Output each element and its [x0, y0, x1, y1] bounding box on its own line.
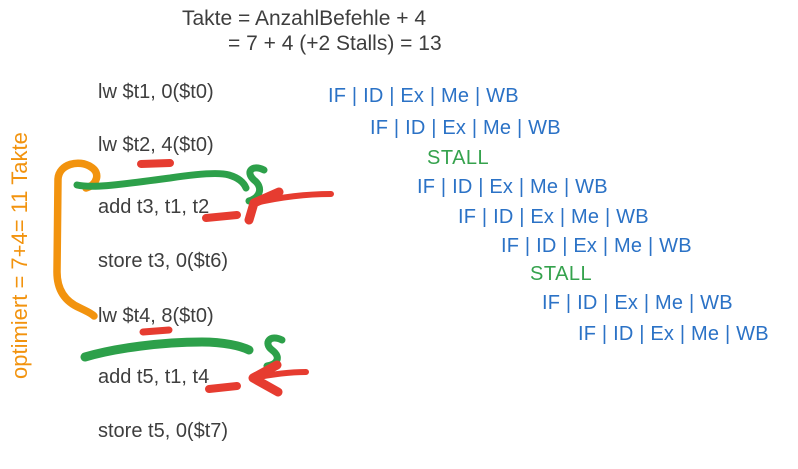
- red-underline-add-t4: [205, 382, 241, 393]
- pipeline-row-7: IF | ID | Ex | Me | WB: [578, 323, 769, 345]
- red-arrow-add-t3-tail: [252, 191, 334, 206]
- green-squiggle-add-t5: [263, 334, 286, 370]
- code-line-add-t5: add t5, t1, t4: [98, 366, 210, 388]
- takte-formula-line-2: = 7 + 4 (+2 Stalls) = 13: [228, 32, 442, 55]
- pipeline-stall-1: STALL: [427, 147, 490, 169]
- code-line-lw-t2: lw $t2, 4($t0): [98, 134, 214, 156]
- red-arrow-add-t5-head: [248, 360, 283, 397]
- green-dependency-line-add-t5: [80, 337, 254, 362]
- optimiert-takte-note: optimiert = 7+4= 11 Takte: [7, 132, 32, 379]
- red-underline-lw-t4: [139, 326, 173, 336]
- code-line-lw-t4: lw $t4, 8($t0): [98, 305, 214, 327]
- code-line-lw-t1: lw $t1, 0($t0): [98, 81, 214, 103]
- red-arrow-add-t5: [248, 360, 309, 397]
- green-squiggle-add-t3: [245, 164, 268, 205]
- red-arrow-add-t3-head: [244, 187, 284, 225]
- red-underline-lw-t2: [137, 159, 174, 168]
- red-arrow-add-t5-tail: [251, 369, 309, 381]
- pipeline-row-5: IF | ID | Ex | Me | WB: [501, 235, 692, 257]
- red-arrow-add-t3: [244, 187, 334, 225]
- takte-formula-line-1: Takte = AnzahlBefehle + 4: [182, 7, 427, 30]
- pipeline-row-4: IF | ID | Ex | Me | WB: [458, 206, 649, 228]
- pipeline-row-1: IF | ID | Ex | Me | WB: [328, 85, 519, 107]
- green-dependency-line-add-t3: [73, 170, 250, 192]
- pipeline-row-2: IF | ID | Ex | Me | WB: [370, 117, 561, 139]
- code-line-add-t3: add t3, t1, t2: [98, 196, 210, 218]
- orange-reorder-bracket: [53, 159, 101, 320]
- code-line-store-t5: store t5, 0($t7): [98, 420, 229, 442]
- pipeline-stall-2: STALL: [530, 263, 593, 285]
- code-line-store-t3: store t3, 0($t6): [98, 250, 229, 272]
- pipeline-row-6: IF | ID | Ex | Me | WB: [542, 292, 733, 314]
- red-underline-add-t2: [202, 211, 241, 222]
- pipeline-row-3: IF | ID | Ex | Me | WB: [417, 176, 608, 198]
